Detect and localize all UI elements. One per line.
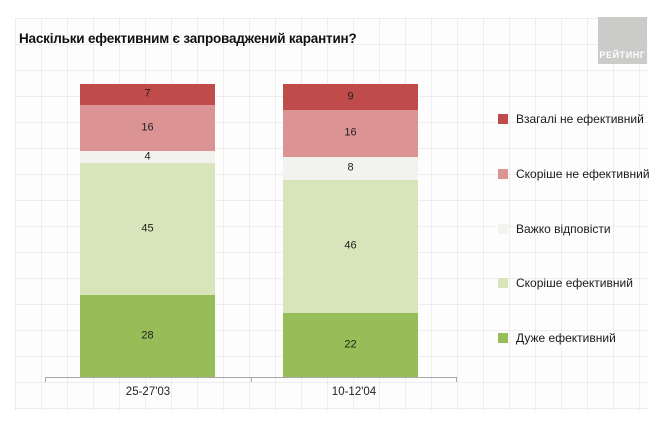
chart-card: Наскільки ефективним є запроваджений кар… (15, 17, 650, 410)
bar-segment: 9 (283, 84, 418, 111)
stacked-bar-april: 9 16 8 46 22 (283, 84, 418, 378)
legend-item: Взагалі не ефективний (498, 112, 650, 126)
legend-item: Скоріше ефективний (498, 276, 650, 290)
legend-item: Скоріше не ефективний (498, 167, 650, 181)
legend-label: Скоріше не ефективний (516, 166, 650, 181)
bar-segment: 16 (283, 110, 418, 157)
bar-segment: 4 (80, 150, 215, 164)
segment-value-label: 22 (344, 338, 357, 351)
legend-swatch-icon (498, 114, 508, 124)
rating-logo: РЕЙТИНГ (598, 17, 647, 64)
legend-swatch-icon (498, 168, 508, 179)
legend-label: Важко відповісти (516, 221, 611, 236)
segment-value-label: 16 (141, 121, 154, 134)
bar-segment: 45 (80, 163, 215, 295)
segment-value-label: 16 (344, 126, 357, 139)
bar-segment: 16 (80, 104, 215, 152)
bar-segment: 22 (283, 313, 418, 378)
segment-value-label: 8 (347, 161, 354, 174)
bar-segment: 28 (80, 294, 215, 377)
bar-segment: 8 (283, 156, 418, 180)
segment-value-label: 7 (144, 87, 151, 100)
legend-swatch-icon (498, 223, 508, 234)
bar-segment: 46 (283, 179, 418, 314)
legend-label: Дуже ефективний (516, 331, 616, 345)
legend-label: Скоріше ефективний (516, 276, 633, 291)
axis-tick (45, 378, 46, 382)
x-axis-labels: 25-27'03 10-12'04 (45, 386, 457, 398)
legend: Взагалі не ефективний Скоріше не ефективн… (498, 112, 650, 345)
axis-tick (251, 378, 252, 382)
segment-value-label: 46 (344, 239, 357, 252)
bar-segment: 7 (80, 84, 215, 105)
legend-swatch-icon (498, 278, 508, 289)
legend-item: Дуже ефективний (498, 331, 650, 345)
segment-value-label: 28 (141, 329, 154, 342)
chart-title: Наскільки ефективним є запроваджений кар… (19, 31, 357, 46)
category-label-march: 25-27'03 (125, 386, 171, 398)
segment-value-label: 4 (144, 150, 151, 163)
stacked-bar-march: 7 16 4 45 28 (80, 84, 215, 377)
legend-label: Взагалі не ефективний (516, 112, 644, 126)
legend-swatch-icon (498, 333, 508, 343)
x-axis-line (45, 377, 457, 382)
legend-item: Важко відповісти (498, 222, 650, 236)
segment-value-label: 45 (141, 222, 154, 235)
axis-tick (456, 378, 457, 382)
segment-value-label: 9 (347, 90, 354, 103)
category-label-april: 10-12'04 (331, 386, 377, 398)
rating-logo-text: РЕЙТИНГ (599, 50, 646, 60)
